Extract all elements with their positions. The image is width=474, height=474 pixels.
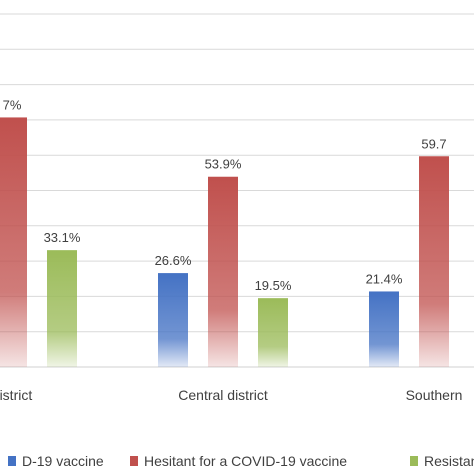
legend-swatch: [8, 456, 16, 466]
data-label: 21.4%: [366, 271, 403, 286]
bar-2-2: [208, 176, 238, 367]
data-label: 53.9%: [205, 157, 242, 172]
legend-entry: Hesitant for a COVID-19 vaccine: [144, 453, 347, 469]
data-label: 26.6%: [155, 253, 192, 268]
bar-2-3: [419, 156, 449, 367]
bar-1-3: [369, 291, 399, 367]
bar-1-2: [158, 273, 188, 367]
category-labels: district Central district Southern: [0, 387, 462, 403]
bar-3-2: [258, 298, 288, 367]
category-label: Central district: [178, 387, 268, 403]
bars: [0, 117, 449, 367]
data-label: 7%: [3, 97, 22, 112]
category-label: Southern: [406, 387, 463, 403]
legend: D-19 vaccine Hesitant for a COVID-19 vacc…: [8, 453, 474, 469]
data-label: 59.7: [421, 136, 446, 151]
data-label: 19.5%: [255, 278, 292, 293]
bar-2-1: [0, 117, 27, 367]
legend-entry: D-19 vaccine: [22, 453, 104, 469]
legend-swatch: [130, 456, 138, 466]
legend-entry: Resistan: [424, 453, 474, 469]
legend-swatch: [410, 456, 418, 466]
data-labels: 7% 33.1% 26.6% 53.9% 19.5% 21.4% 59.7: [3, 97, 447, 293]
bar-3-1: [47, 250, 77, 367]
data-label: 33.1%: [44, 230, 81, 245]
category-label: district: [0, 387, 32, 403]
